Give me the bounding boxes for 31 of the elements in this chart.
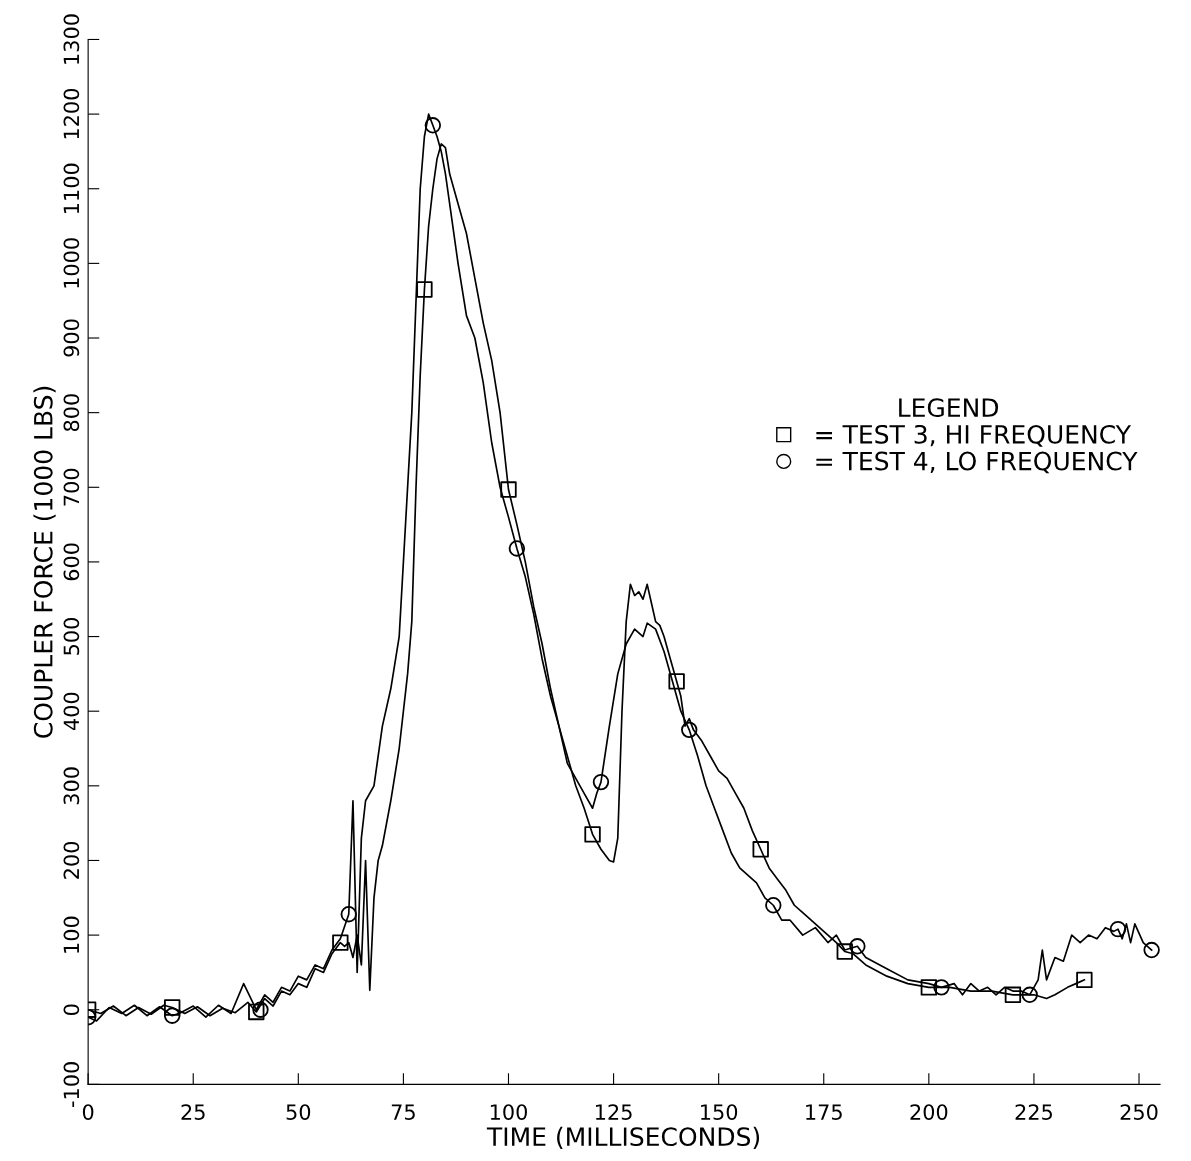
x-tick-label: 250 [1120,1104,1158,1120]
x-tick-label: 200 [910,1104,948,1120]
y-axis-title: COUPLER FORCE (1000 LBS) [33,386,56,738]
y-tick-label: 1000 [63,238,80,288]
y-tick-label: -100 [63,1062,80,1107]
x-tick-label: 75 [391,1104,415,1120]
y-tick-label: 900 [63,319,80,357]
y-tick-label: 200 [63,841,80,879]
legend-title: LEGEND [899,398,999,418]
y-tick-label: 800 [63,394,80,432]
x-tick-label: 175 [806,1104,842,1120]
y-tick-label: 700 [63,468,80,506]
x-tick-label: 25 [181,1104,205,1120]
y-tick-label: 100 [63,916,80,953]
x-axis-title: TIME (MILLISECONDS) [486,1126,760,1150]
y-tick-label: 400 [63,692,80,731]
x-tick-label: 225 [1015,1104,1052,1120]
x-tick-label: 100 [490,1104,527,1120]
y-tick-label: 1100 [63,163,80,213]
x-tick-label: 0 [82,1104,94,1120]
x-tick-label: 125 [595,1104,632,1120]
x-tick-label: 50 [286,1104,311,1120]
y-tick-label: 1300 [63,14,80,64]
x-tick-label: 150 [701,1104,738,1120]
y-tick-label: 0 [63,1004,80,1015]
y-tick-label: 600 [63,543,80,581]
y-tick-label: 500 [63,618,80,655]
y-tick-label: 300 [63,767,80,805]
legend-label: = TEST 3, HI FREQUENCY [816,424,1132,447]
legend-label: = TEST 4, LO FREQUENCY [816,451,1138,474]
y-tick-label: 1200 [63,88,80,139]
